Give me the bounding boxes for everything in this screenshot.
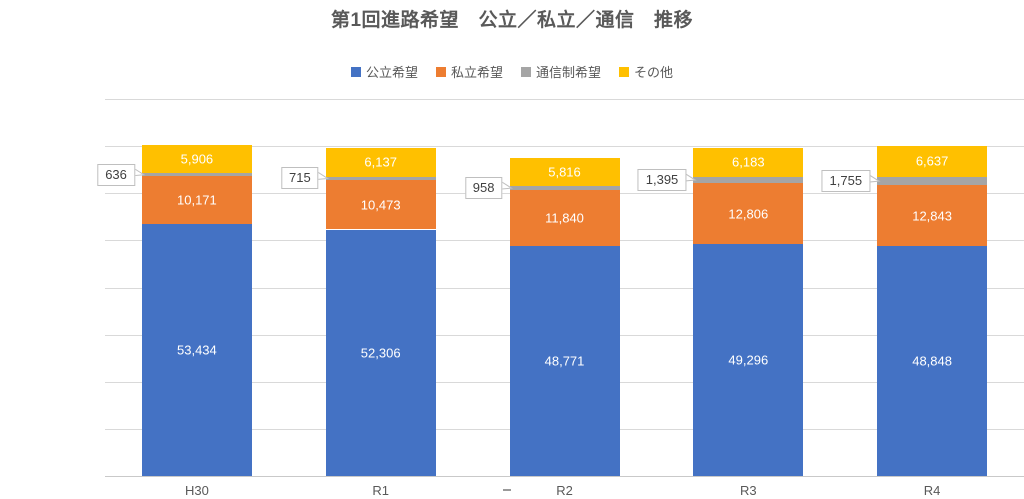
bar-segment-R2-通信制希望 bbox=[509, 185, 620, 191]
bar-segment-H30-私立希望 bbox=[141, 176, 252, 225]
legend-item-1: 私立希望 bbox=[435, 62, 503, 81]
bar-segment-R1-通信制希望 bbox=[325, 176, 436, 181]
legend-swatch-icon bbox=[435, 66, 446, 77]
bar-segment-R3-私立希望 bbox=[693, 183, 804, 244]
x-axis-line bbox=[105, 476, 1024, 477]
data-label-R4-公立希望: 48,848 bbox=[912, 353, 952, 369]
data-label-R1-公立希望: 52,306 bbox=[360, 345, 401, 361]
bar-segment-R4-その他 bbox=[877, 145, 988, 177]
legend-item-0: 公立希望 bbox=[350, 62, 418, 81]
data-label-R1-私立希望: 10,473 bbox=[360, 197, 401, 213]
data-label-R4-その他: 6,637 bbox=[915, 153, 949, 169]
data-label-R3-その他: 6,183 bbox=[732, 154, 765, 170]
x-axis-label-R1: R1 bbox=[372, 483, 389, 498]
x-axis-label-R4: R4 bbox=[923, 483, 941, 498]
callout-label-R1-通信制希望: 715 bbox=[280, 167, 319, 190]
data-label-R3-私立希望: 12,806 bbox=[728, 206, 769, 222]
bar-segment-R4-私立希望 bbox=[877, 185, 988, 246]
legend-label: 公立希望 bbox=[365, 65, 418, 80]
data-label-R4-私立希望: 12,843 bbox=[912, 208, 952, 224]
x-axis-label-R3: R3 bbox=[739, 483, 757, 498]
data-label-R2-その他: 5,816 bbox=[548, 164, 581, 180]
chart-title: 第1回進路希望 公立／私立／通信 推移 bbox=[330, 10, 694, 31]
legend-label: その他 bbox=[634, 65, 674, 80]
bar-segment-R1-その他 bbox=[325, 147, 436, 177]
bar-segment-R2-私立希望 bbox=[509, 190, 620, 247]
bar-segment-R2-その他 bbox=[509, 158, 620, 186]
callout-label-R2-通信制希望: 958 bbox=[464, 177, 503, 200]
legend-label: 通信制希望 bbox=[536, 65, 602, 80]
data-label-H30-公立希望: 53,434 bbox=[177, 342, 217, 358]
legend-item-3: その他 bbox=[619, 62, 673, 81]
data-label-H30-私立希望: 10,171 bbox=[177, 192, 217, 208]
legend-label: 私立希望 bbox=[450, 65, 503, 80]
data-label-R2-私立希望: 11,840 bbox=[545, 210, 584, 226]
legend-swatch-icon bbox=[619, 66, 630, 77]
callout-label-H30-通信制希望: 636 bbox=[97, 163, 135, 186]
callout-label-R3-通信制希望: 1,395 bbox=[637, 169, 687, 192]
bar-segment-R4-通信制希望 bbox=[877, 177, 988, 186]
callout-label-R4-通信制希望: 1,755 bbox=[821, 170, 871, 193]
bar-segment-R3-その他 bbox=[693, 147, 804, 177]
bar-segment-H30-通信制希望 bbox=[141, 173, 252, 177]
data-label-H30-その他: 5,906 bbox=[180, 151, 214, 167]
bar-segment-R3-通信制希望 bbox=[693, 176, 804, 184]
gridline bbox=[105, 99, 1024, 100]
stray-mark bbox=[503, 489, 511, 491]
data-label-R1-その他: 6,137 bbox=[364, 154, 397, 170]
data-label-R2-公立希望: 48,771 bbox=[544, 353, 585, 369]
bar-segment-R4-公立希望 bbox=[877, 245, 988, 476]
bar-segment-R3-公立希望 bbox=[693, 243, 804, 476]
bar-segment-R1-公立希望 bbox=[325, 229, 436, 476]
x-axis-label-R2: R2 bbox=[556, 483, 573, 498]
gridline bbox=[105, 146, 1024, 148]
legend: 公立希望 私立希望 通信制希望 その他 bbox=[0, 62, 1024, 81]
x-axis-label-H30: H30 bbox=[184, 483, 209, 498]
legend-swatch-icon bbox=[350, 66, 361, 77]
bar-segment-H30-その他 bbox=[141, 145, 252, 174]
bar-segment-R1-私立希望 bbox=[325, 180, 436, 230]
legend-item-2: 通信制希望 bbox=[521, 62, 601, 81]
data-label-R3-公立希望: 49,296 bbox=[728, 352, 769, 368]
bar-segment-H30-公立希望 bbox=[141, 224, 252, 476]
bar-segment-R2-公立希望 bbox=[509, 246, 620, 476]
legend-swatch-icon bbox=[521, 66, 531, 77]
